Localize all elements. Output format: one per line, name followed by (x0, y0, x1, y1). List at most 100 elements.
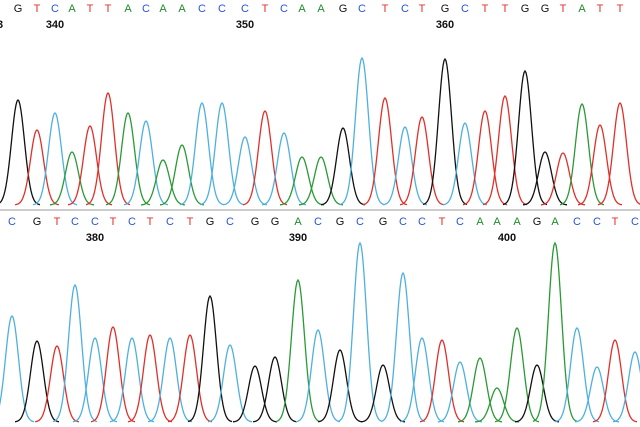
peak (554, 327, 600, 423)
base-call: G (336, 216, 345, 228)
base-call: C (226, 216, 234, 228)
peak (32, 112, 78, 206)
base-call: A (476, 216, 484, 228)
base-call: T (87, 3, 94, 15)
base-call: A (493, 216, 501, 228)
position-label: 400 (498, 232, 516, 244)
peak (167, 334, 213, 423)
base-call: A (159, 3, 167, 15)
base-call: C (456, 216, 464, 228)
peak (298, 156, 344, 206)
peak (242, 110, 288, 206)
peak (159, 144, 205, 206)
peak (559, 102, 605, 206)
base-call: G (271, 216, 280, 228)
position-label: 360 (436, 19, 454, 31)
peak (577, 124, 623, 206)
base-call: C (593, 216, 601, 228)
base-call: C (128, 216, 136, 228)
peak (49, 151, 95, 206)
base-call: C (8, 216, 16, 228)
peak (532, 241, 578, 423)
peak (279, 156, 325, 206)
peak (399, 337, 445, 423)
base-call: C (241, 3, 249, 15)
peak (295, 329, 341, 423)
position-label: 350 (236, 19, 254, 31)
peak (232, 365, 278, 423)
base-call: T (262, 3, 269, 15)
peak (187, 294, 233, 423)
base-call: C (166, 216, 174, 228)
base-call: C (71, 216, 79, 228)
peak (34, 345, 80, 423)
base-call: G (541, 3, 550, 15)
position-label: 390 (289, 232, 307, 244)
peak (337, 241, 383, 423)
peak (252, 356, 298, 423)
peak (502, 69, 548, 206)
peak (494, 327, 540, 423)
base-call: C (631, 216, 639, 228)
peak (612, 351, 640, 423)
base-call: T (439, 216, 446, 228)
base-call: G (33, 216, 42, 228)
base-call: T (560, 3, 567, 15)
base-call: G (379, 216, 388, 228)
base-call: A (124, 3, 132, 15)
peak (457, 357, 503, 423)
base-call: G (339, 3, 348, 15)
peak (339, 56, 385, 206)
position-label: 340 (46, 19, 64, 31)
peak (399, 116, 445, 206)
peak (320, 127, 366, 206)
peak (222, 136, 268, 206)
base-call: G (251, 216, 260, 228)
peak (52, 283, 98, 423)
base-call: T (54, 216, 61, 228)
peak (462, 110, 508, 206)
peak (127, 334, 173, 423)
peak (0, 314, 35, 423)
peak (360, 364, 406, 423)
base-call: T (612, 216, 619, 228)
position-label: 3 (0, 19, 3, 31)
peak (574, 366, 620, 423)
peak (179, 101, 225, 206)
base-call: T (617, 3, 624, 15)
base-call: C (314, 216, 322, 228)
peak (0, 98, 41, 206)
peak (67, 125, 113, 206)
base-call: T (147, 216, 154, 228)
peak (85, 91, 131, 206)
base-call: C (356, 216, 364, 228)
base-call: C (198, 3, 206, 15)
base-call: A (513, 216, 521, 228)
base-call: A (317, 3, 325, 15)
base-call: A (298, 3, 306, 15)
base-call: T (382, 3, 389, 15)
base-call: T (34, 3, 41, 15)
base-call: C (418, 216, 426, 228)
base-call: A (178, 3, 186, 15)
base-call: C (218, 3, 226, 15)
base-call: C (358, 3, 366, 15)
peak (109, 337, 155, 423)
base-call: A (578, 3, 586, 15)
peak (380, 271, 426, 423)
base-call: T (419, 3, 426, 15)
base-call: G (14, 3, 23, 15)
peak (14, 129, 60, 206)
peak (514, 364, 560, 423)
base-call: A (294, 216, 302, 228)
base-call: G (521, 3, 530, 15)
peak (140, 159, 186, 206)
peak (540, 152, 586, 206)
peak (261, 132, 307, 206)
peak (147, 337, 193, 423)
peak (474, 387, 520, 423)
peak (422, 57, 468, 206)
